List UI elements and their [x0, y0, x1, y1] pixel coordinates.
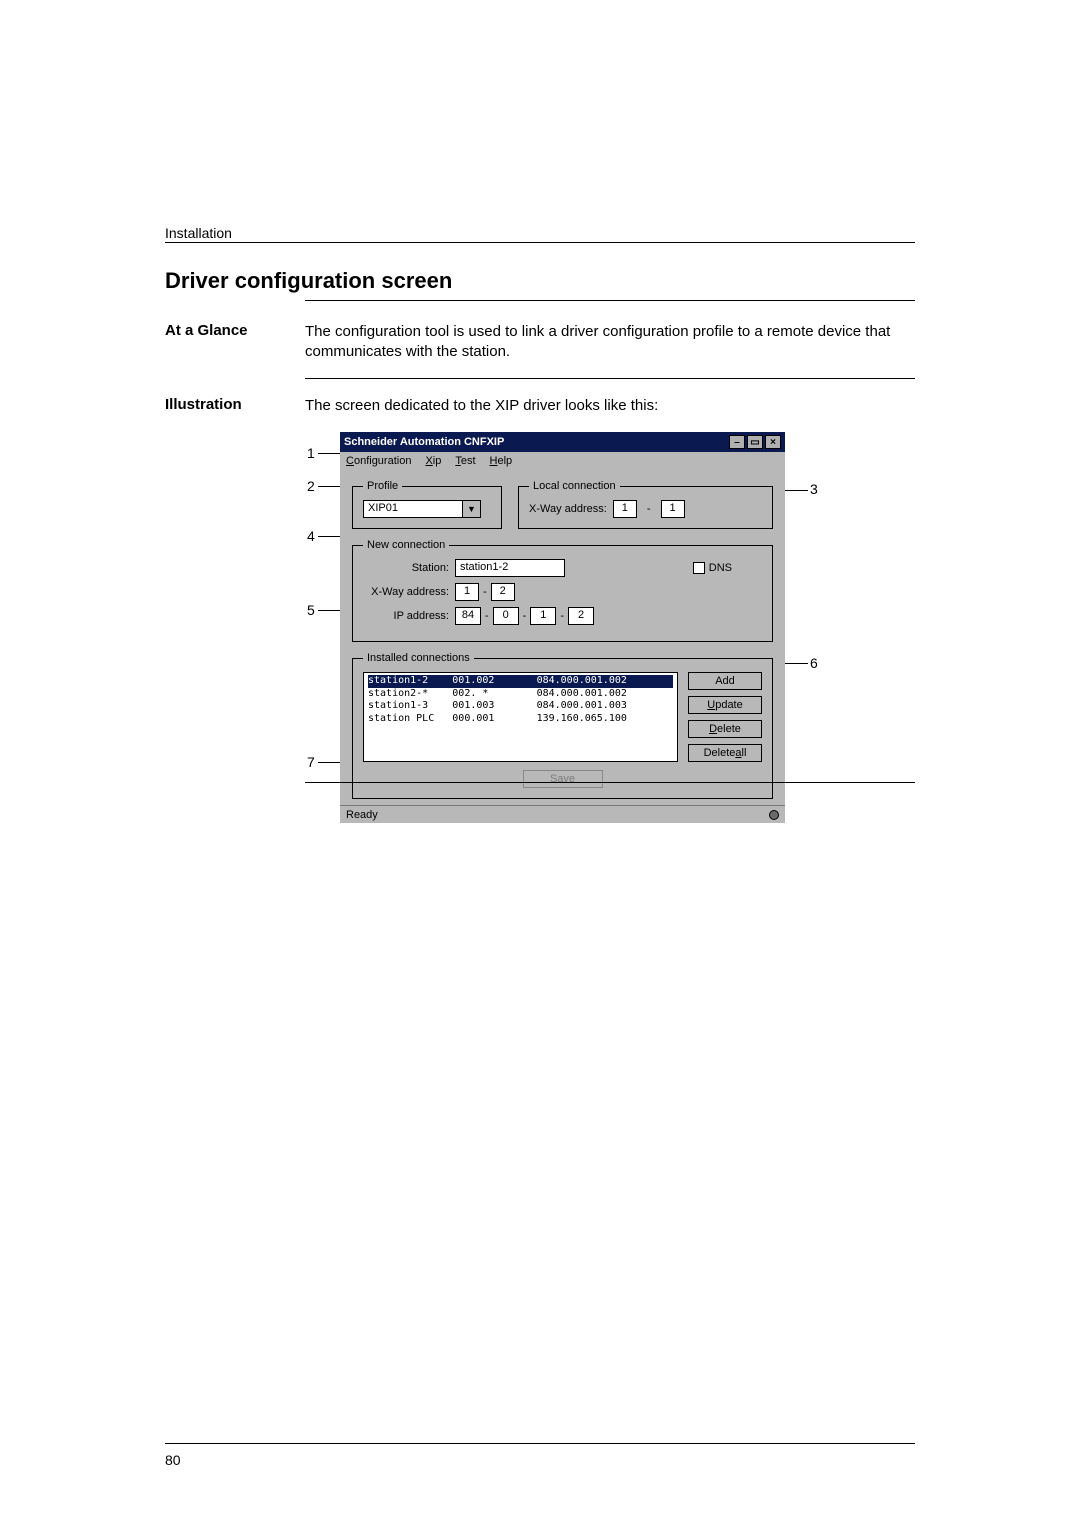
menu-help[interactable]: Help	[490, 455, 513, 467]
menu-configuration[interactable]: Configuration	[346, 455, 411, 467]
profile-value[interactable]: XIP01	[363, 500, 463, 518]
callout-3: 3	[810, 481, 818, 497]
chevron-down-icon[interactable]: ▼	[463, 500, 481, 518]
lead-4	[318, 536, 340, 537]
menu-bar: Configuration Xip Test Help	[340, 452, 785, 470]
at-a-glance-label: At a Glance	[165, 322, 248, 339]
local-xway-b[interactable]: 1	[661, 500, 685, 518]
menu-xip[interactable]: Xip	[425, 455, 441, 467]
callout-4: 4	[307, 528, 315, 544]
ip-label: IP address:	[363, 610, 455, 622]
table-row[interactable]: station2-* 002. * 084.000.001.002	[368, 688, 673, 701]
local-xway-a[interactable]: 1	[613, 500, 637, 518]
ip-octet-4[interactable]: 2	[568, 607, 594, 625]
newconn-legend: New connection	[363, 539, 449, 551]
station-input[interactable]: station1-2	[455, 559, 565, 577]
footer-rule	[165, 1443, 915, 1444]
newconn-xway-label: X-Way address:	[363, 586, 455, 598]
rule-2	[305, 378, 915, 379]
header-rule	[165, 242, 915, 243]
profile-group: Profile XIP01 ▼	[352, 480, 502, 529]
lead-1	[318, 453, 340, 454]
callout-5: 5	[307, 602, 315, 618]
delete-button[interactable]: Delete	[688, 720, 762, 738]
callout-2: 2	[307, 478, 315, 494]
title-bar: Schneider Automation CNFXIP – ▭ ×	[340, 432, 785, 452]
section-title: Driver configuration screen	[165, 268, 452, 294]
maximize-icon[interactable]: ▭	[747, 435, 763, 449]
local-legend: Local connection	[529, 480, 620, 492]
installed-connections-group: Installed connections station1-2 001.002…	[352, 652, 773, 799]
installed-legend: Installed connections	[363, 652, 474, 664]
window-title: Schneider Automation CNFXIP	[344, 436, 504, 448]
illustration-label: Illustration	[165, 396, 242, 413]
lead-2	[318, 486, 340, 487]
profile-combo[interactable]: XIP01 ▼	[363, 500, 491, 518]
newconn-xway-b[interactable]: 2	[491, 583, 515, 601]
dns-label: DNS	[709, 562, 732, 574]
ip-octet-1[interactable]: 84	[455, 607, 481, 625]
new-connection-group: New connection Station: station1-2 DNS X…	[352, 539, 773, 642]
close-icon[interactable]: ×	[765, 435, 781, 449]
newconn-xway-a[interactable]: 1	[455, 583, 479, 601]
table-row[interactable]: station1-2 001.002 084.000.001.002	[368, 675, 673, 688]
menu-test[interactable]: Test	[455, 455, 475, 467]
local-xway-label: X-Way address:	[529, 503, 607, 515]
minimize-icon[interactable]: –	[729, 435, 745, 449]
status-indicator-icon	[769, 810, 779, 820]
running-header: Installation	[165, 225, 232, 241]
lead-6	[782, 663, 808, 664]
station-label: Station:	[363, 562, 455, 574]
table-row[interactable]: station PLC 000.001 139.160.065.100	[368, 713, 673, 726]
window-body: Profile XIP01 ▼ Local connection X-Way a…	[340, 470, 785, 805]
status-text: Ready	[346, 809, 378, 821]
ip-octet-2[interactable]: 0	[493, 607, 519, 625]
connections-list[interactable]: station1-2 001.002 084.000.001.002statio…	[363, 672, 678, 762]
status-bar: Ready	[340, 805, 785, 823]
ip-octet-3[interactable]: 1	[530, 607, 556, 625]
local-connection-group: Local connection X-Way address: 1 - 1	[518, 480, 773, 529]
delete-all-button[interactable]: Delete all	[688, 744, 762, 762]
rule-3	[305, 782, 915, 783]
update-button[interactable]: Update	[688, 696, 762, 714]
profile-legend: Profile	[363, 480, 402, 492]
callout-7: 7	[307, 754, 315, 770]
callout-1: 1	[307, 445, 315, 461]
at-a-glance-text: The configuration tool is used to link a…	[305, 322, 915, 363]
screenshot-window: Schneider Automation CNFXIP – ▭ × Config…	[340, 432, 785, 823]
table-row[interactable]: station1-3 001.003 084.000.001.003	[368, 700, 673, 713]
callout-6: 6	[810, 655, 818, 671]
dns-checkbox[interactable]	[693, 562, 705, 574]
save-button[interactable]: Save	[523, 770, 603, 788]
lead-5	[318, 610, 340, 611]
rule-1	[305, 300, 915, 301]
dash-sep: -	[643, 503, 655, 515]
illustration-lead: The screen dedicated to the XIP driver l…	[305, 396, 915, 416]
add-button[interactable]: Add	[688, 672, 762, 690]
lead-7	[318, 762, 340, 763]
page-number: 80	[165, 1452, 181, 1468]
